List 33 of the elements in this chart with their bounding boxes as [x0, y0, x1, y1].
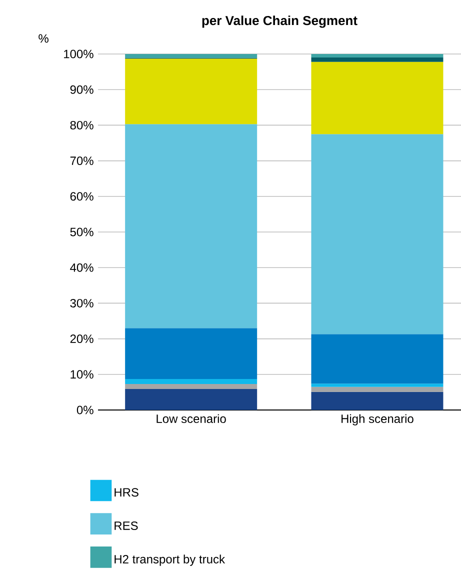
legend-label: H2 transport by truck — [114, 554, 226, 566]
bar — [125, 388, 258, 410]
y-tick-label: 100% — [64, 50, 94, 58]
y-tick-label: 60% — [70, 192, 94, 201]
legend-label: HRS — [114, 488, 138, 497]
y-tick-label: 0% — [76, 406, 94, 414]
y-tick-label: 20% — [70, 334, 94, 344]
legend-label: RES — [114, 521, 138, 530]
x-tick-label: Low scenario — [156, 414, 226, 424]
bar — [311, 54, 444, 58]
x-tick-label: High scenario — [342, 414, 414, 426]
bar — [311, 58, 444, 62]
bar — [125, 54, 258, 58]
y-tick-label: 30% — [70, 298, 94, 308]
y-tick-label: 10% — [70, 370, 94, 379]
bar — [311, 334, 444, 384]
y-axis-title: % — [38, 34, 48, 43]
y-tick-label: 70% — [70, 156, 94, 166]
chart-title: per Value Chain Segment — [202, 16, 358, 28]
y-tick-label: 40% — [70, 263, 94, 272]
y-tick-label: 90% — [70, 85, 94, 94]
bar — [311, 386, 444, 392]
bar — [125, 379, 258, 384]
bar — [125, 124, 258, 328]
bar — [125, 58, 258, 124]
bar — [311, 392, 444, 410]
bar — [311, 62, 444, 134]
bar — [125, 328, 258, 380]
bar — [311, 134, 444, 334]
bar — [311, 384, 444, 387]
bar — [125, 384, 258, 389]
y-tick-label: 80% — [70, 120, 94, 130]
y-tick-label: 50% — [70, 228, 94, 236]
